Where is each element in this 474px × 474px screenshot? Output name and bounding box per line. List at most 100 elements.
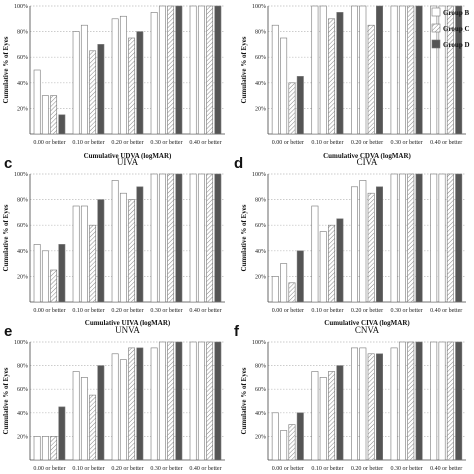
- bar-d-series3-cat2: [328, 224, 336, 303]
- y-axis-label: Cumulative % of Eyes: [240, 204, 248, 271]
- bar-f-series2-cat4: [398, 341, 406, 461]
- panel-title: UNVA: [115, 325, 140, 335]
- y-tick-label: 100%: [252, 340, 266, 346]
- y-tick-label: 100%: [14, 172, 28, 178]
- bar-e-series1-cat1: [33, 436, 41, 461]
- bar-c-series3-cat5: [206, 173, 214, 303]
- y-tick-label: 40%: [17, 249, 28, 255]
- x-category-label: 0.20 or better: [351, 140, 383, 146]
- bar-d-series4-cat1: [296, 250, 304, 303]
- y-tick-label: 40%: [255, 249, 266, 255]
- y-tick-label: 80%: [17, 364, 28, 370]
- bar-a-series3-cat1: [50, 95, 58, 135]
- bar-e-series4-cat3: [136, 347, 144, 461]
- bar-f-series1-cat4: [390, 347, 398, 461]
- bar-e-series3-cat1: [50, 436, 58, 461]
- y-tick-label: 20%: [255, 274, 266, 280]
- bar-c-series4-cat5: [214, 173, 222, 303]
- bar-e-series1-cat2: [72, 371, 80, 461]
- y-tick-label: 60%: [255, 387, 266, 393]
- bar-d-series3-cat3: [367, 192, 375, 303]
- panel-letter: f: [234, 323, 240, 340]
- bar-f-series2-cat2: [319, 377, 327, 461]
- y-tick-label: 20%: [255, 106, 266, 112]
- chart-panel-c: 20% 40% 60% 80% 100% 0.00 or better 0.10 or be…: [2, 155, 225, 327]
- y-tick-label: 40%: [255, 411, 266, 417]
- bar-b-series2-cat5: [438, 5, 446, 135]
- bar-e-series4-cat4: [175, 341, 183, 461]
- legend-swatch: [431, 39, 441, 49]
- x-category-label: 0.30 or better: [391, 140, 423, 146]
- y-tick-label: 80%: [17, 30, 28, 36]
- x-category-label: 0.00 or better: [33, 140, 65, 146]
- bar-f-series1-cat5: [430, 341, 438, 461]
- bar-d-series4-cat3: [376, 186, 383, 303]
- bar-d-series2-cat3: [359, 180, 367, 303]
- legend-label: Group C: [443, 25, 470, 33]
- y-axis-label: Cumulative % of Eyes: [240, 367, 248, 434]
- bar-d-series4-cat4: [415, 173, 423, 303]
- bar-d-series3-cat1: [288, 282, 296, 303]
- bar-e-series3-cat2: [89, 394, 97, 461]
- bar-a-series4-cat4: [175, 5, 183, 135]
- y-tick-label: 60%: [255, 55, 266, 61]
- y-tick-label: 100%: [252, 4, 266, 10]
- x-category-label: 0.40 or better: [189, 466, 221, 472]
- y-tick-label: 80%: [255, 364, 266, 370]
- panel-letter: e: [4, 323, 12, 340]
- bar-f-series3-cat2: [328, 371, 336, 461]
- bar-b-series4-cat5: [455, 5, 463, 135]
- x-category-label: 0.40 or better: [189, 308, 221, 314]
- y-tick-label: 60%: [17, 55, 28, 61]
- bar-e-series3-cat4: [167, 341, 175, 461]
- bar-c-series3-cat4: [167, 173, 175, 303]
- panel-title: CNVA: [355, 325, 380, 335]
- x-category-label: 0.20 or better: [111, 140, 143, 146]
- bar-d-series4-cat5: [455, 173, 463, 303]
- bar-b-series1-cat3: [351, 5, 358, 135]
- bar-a-series4-cat2: [97, 44, 105, 135]
- legend: Group B Group C Group D: [431, 7, 470, 49]
- panel-title: CIVA: [357, 157, 378, 167]
- bar-a-series1-cat4: [150, 12, 158, 135]
- bar-a-series1-cat5: [189, 5, 197, 135]
- bar-d-series3-cat4: [407, 173, 415, 303]
- panel-title: UIVA: [117, 157, 139, 167]
- bar-c-series1-cat2: [72, 205, 80, 303]
- bar-d-series1-cat2: [311, 205, 319, 303]
- chart-panel-a: 20% 40% 60% 80% 100% 0.00 or better 0.10 or be…: [2, 4, 225, 160]
- x-category-label: 0.00 or better: [272, 308, 304, 314]
- x-category-label: 0.10 or better: [72, 308, 104, 314]
- bar-e-series3-cat3: [128, 347, 136, 461]
- chart-panel-f: 20% 40% 60% 80% 100% 0.00 or better 0.10 or be…: [234, 323, 466, 472]
- y-axis-label: Cumulative % of Eyes: [240, 36, 248, 103]
- x-category-label: 0.00 or better: [33, 308, 65, 314]
- y-tick-label: 80%: [255, 198, 266, 204]
- chart-panels: 20% 40% 60% 80% 100% 0.00 or better 0.10 or be…: [2, 4, 466, 472]
- bar-f-series4-cat2: [336, 365, 344, 461]
- bar-a-series4-cat5: [214, 5, 222, 135]
- bar-d-series1-cat3: [351, 186, 358, 303]
- bar-f-series3-cat4: [407, 341, 415, 461]
- bar-c-series2-cat3: [119, 192, 127, 303]
- x-category-label: 0.40 or better: [189, 140, 221, 146]
- bar-f-series1-cat2: [311, 371, 319, 461]
- bar-c-series2-cat5: [197, 173, 205, 303]
- x-category-label: 0.40 or better: [430, 140, 462, 146]
- panel-letter: d: [234, 155, 243, 172]
- bar-f-series1-cat1: [271, 412, 279, 461]
- x-category-label: 0.20 or better: [111, 466, 143, 472]
- bar-a-series3-cat4: [167, 5, 175, 135]
- bar-d-series2-cat5: [438, 173, 446, 303]
- x-category-label: 0.30 or better: [391, 308, 423, 314]
- y-axis-label: Cumulative % of Eyes: [2, 36, 10, 103]
- bar-f-series2-cat3: [359, 347, 367, 461]
- y-axis-label: Cumulative % of Eyes: [2, 367, 10, 434]
- bar-a-series3-cat3: [128, 37, 136, 135]
- bar-e-series4-cat1: [58, 406, 66, 461]
- x-category-label: 0.20 or better: [351, 308, 383, 314]
- bar-b-series4-cat4: [415, 5, 423, 135]
- bar-e-series2-cat5: [197, 341, 205, 461]
- y-tick-label: 40%: [17, 411, 28, 417]
